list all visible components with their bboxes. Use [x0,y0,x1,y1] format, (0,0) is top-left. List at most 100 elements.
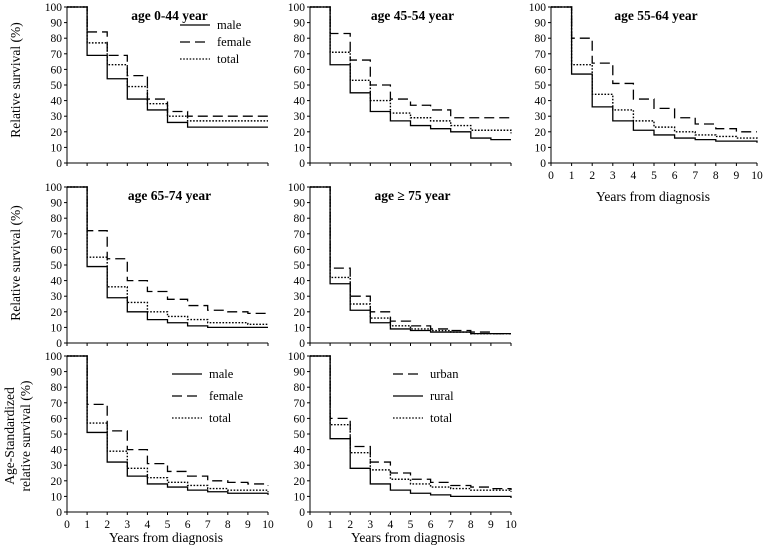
ylabel-top-row: Relative survival (%) [8,22,23,137]
y-tick-label: 10 [294,322,306,334]
y-tick-label: 10 [51,322,63,334]
xlabel-bottom-right: Years from diagnosis [351,530,465,545]
x-tick-label: 4 [388,519,394,531]
y-tick-label: 0 [299,338,305,350]
y-tick-label: 80 [294,382,306,394]
y-tick-label: 40 [294,96,306,108]
y-tick-label: 70 [294,49,306,61]
y-tick-label: 40 [51,96,63,108]
y-tick-label: 90 [51,18,63,30]
y-tick-label: 70 [51,229,63,241]
y-tick-label: 60 [51,244,63,256]
y-tick-label: 0 [56,158,62,170]
x-tick-label: 0 [64,519,70,531]
y-tick-label: 50 [294,429,306,441]
y-tick-label: 80 [294,213,306,225]
series-line-total [67,6,268,122]
legend: male female total [180,18,251,66]
legend-label-female: female [209,389,243,403]
y-tick-label: 100 [288,2,306,14]
y-tick-label: 90 [51,198,63,210]
x-tick-label: 10 [262,519,274,531]
y-tick-label: 20 [51,476,63,488]
y-tick-label: 10 [51,491,63,503]
x-tick-label: 10 [751,170,763,182]
y-tick-label: 70 [51,398,63,410]
x-tick-label: 0 [548,170,554,182]
legend-label-total: total [217,52,240,66]
y-tick-label: 20 [51,307,63,319]
x-tick-label: 8 [713,170,719,182]
y-tick-label: 80 [535,33,547,45]
y-tick-label: 60 [51,64,63,76]
x-tick-label: 8 [225,519,231,531]
y-tick-label: 90 [294,18,306,30]
y-tick-label: 0 [56,338,62,350]
y-tick-label: 90 [535,18,547,30]
y-tick-label: 90 [294,367,306,379]
y-tick-label: 20 [294,307,306,319]
y-tick-label: 80 [294,33,306,45]
xlabel-bottom-left: Years from diagnosis [109,530,223,545]
series-line-male [67,355,269,495]
panel-age_0_44: 0 10 20 30 40 50 60 70 80 90 100 age 0-44 year male f… [45,2,269,170]
x-tick-label: 7 [205,519,211,531]
y-tick-label: 100 [288,182,306,194]
panel-age_std_area: 0 10 20 30 40 50 60 70 80 90 100 0 1 2 3 4 5 6 7 8 9 10 urban r… [288,351,517,531]
panel-title: age 55-64 year [614,8,697,23]
panel-title: age 0-44 year [131,8,207,23]
ylabel-middle-row: Relative survival (%) [8,205,23,320]
panel-age_std_sex: 0 10 20 30 40 50 60 70 80 90 100 0 1 2 3 4 5 6 7 8 9 10 male fe… [45,351,274,531]
y-tick-label: 70 [535,49,547,61]
y-tick-label: 0 [56,507,62,519]
y-tick-label: 60 [535,64,547,76]
x-tick-label: 2 [589,170,595,182]
series-line-total [310,186,511,335]
panel-age_55_64: 0 10 20 30 40 50 60 70 80 90 100 0 1 2 3 4 5 6 7 8 9 10 age 55… [529,2,763,182]
legend-label-total: total [430,411,453,425]
series-line-male [67,6,268,128]
legend-label-rural: rural [430,389,454,403]
series-line-rural [310,355,512,498]
panel-title: age 45-54 year [371,8,454,23]
x-tick-label: 9 [488,519,494,531]
x-tick-label: 5 [651,170,657,182]
y-tick-label: 10 [294,491,306,503]
y-tick-label: 100 [45,2,63,14]
y-tick-label: 50 [51,80,63,92]
x-tick-label: 6 [428,519,434,531]
ylabel-bottom-row-line2: relative survival (%) [18,381,33,492]
y-tick-label: 10 [51,142,63,154]
y-tick-label: 50 [294,80,306,92]
series-line-female [67,186,268,315]
x-tick-label: 3 [367,519,373,531]
y-tick-label: 20 [535,127,547,139]
y-tick-label: 50 [535,80,547,92]
y-tick-label: 30 [535,111,547,123]
y-tick-label: 10 [294,142,306,154]
y-tick-label: 60 [294,64,306,76]
y-tick-label: 100 [529,2,547,14]
x-tick-label: 6 [672,170,678,182]
legend-label-male: male [209,367,234,381]
series-line-female [67,355,269,486]
y-tick-label: 60 [51,413,63,425]
y-tick-label: 80 [51,213,63,225]
y-tick-label: 70 [51,49,63,61]
legend-label-female: female [217,35,251,49]
y-tick-label: 90 [294,198,306,210]
x-tick-label: 3 [124,519,130,531]
x-tick-label: 9 [734,170,740,182]
panel-age_65_74: 0 10 20 30 40 50 60 70 80 90 100 age 65-74 year [45,182,269,350]
x-tick-label: 7 [448,519,454,531]
y-tick-label: 40 [51,445,63,457]
y-tick-label: 60 [294,244,306,256]
series-line-male [551,6,758,143]
panel-title: age ≥ 75 year [374,188,450,203]
x-tick-label: 10 [505,519,517,531]
x-tick-label: 0 [307,519,313,531]
y-tick-label: 30 [51,111,63,123]
y-tick-label: 100 [45,351,63,363]
y-tick-label: 40 [294,445,306,457]
panel-age_75_plus: 0 10 20 30 40 50 60 70 80 90 100 age ≥ 75 year [288,182,512,350]
